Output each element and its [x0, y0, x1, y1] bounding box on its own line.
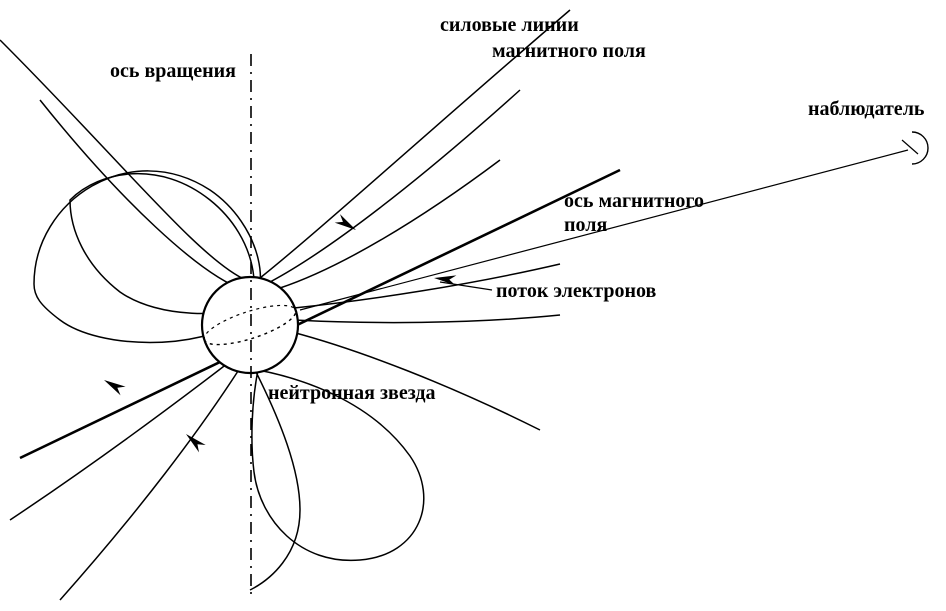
label-mag-axis-1: ось магнитного [564, 190, 704, 213]
pulsar-diagram [0, 0, 946, 611]
label-field-lines-2: магнитного поля [492, 40, 646, 63]
label-mag-axis-2: поля [564, 214, 607, 237]
label-neutron-star: нейтронная звезда [268, 382, 436, 405]
label-field-lines-1: силовые линии [440, 14, 579, 37]
label-observer: наблюдатель [808, 98, 924, 121]
label-electron-flow: поток электронов [496, 280, 656, 303]
label-rotation-axis: ось вращения [110, 60, 236, 83]
